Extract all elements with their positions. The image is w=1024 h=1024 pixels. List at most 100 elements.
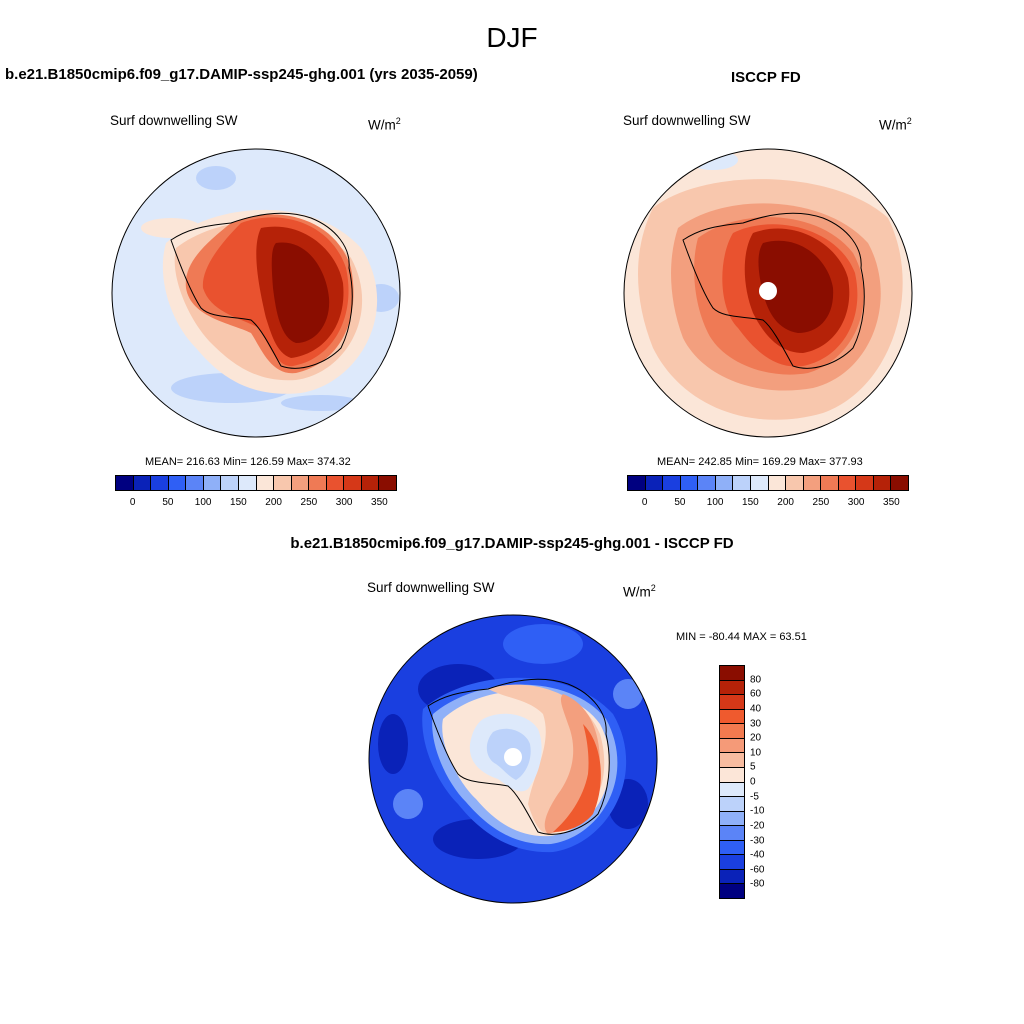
colorbar-swatch <box>116 476 134 490</box>
colorbar-swatch <box>891 476 908 490</box>
diff-units-label: W/m2 <box>623 583 656 600</box>
colorbar-swatch <box>720 680 744 696</box>
right-case-title: ISCCP FD <box>731 69 801 86</box>
colorbar-tick-label: 300 <box>335 497 353 508</box>
colorbar-tick-label: 250 <box>300 497 318 508</box>
left-variable-label: Surf downwelling SW <box>110 113 238 128</box>
colorbar-tick-label: 0 <box>129 497 136 508</box>
colorbar-tick-label: -20 <box>750 820 765 832</box>
colorbar-swatch <box>203 476 222 490</box>
colorbar-swatch <box>238 476 257 490</box>
colorbar-swatch <box>379 476 396 490</box>
left-polar-map <box>111 148 401 438</box>
colorbar-tick-label: 40 <box>750 703 762 715</box>
colorbar-swatch <box>133 476 152 490</box>
colorbar-tick-label: -10 <box>750 805 765 817</box>
colorbar-swatch <box>720 855 744 870</box>
colorbar-tick-label: 50 <box>674 497 686 508</box>
colorbar-tick-label: 80 <box>750 674 762 686</box>
colorbar-tick-label: 150 <box>742 497 759 508</box>
colorbar-swatch <box>326 476 345 490</box>
left-colorbar-ticks: 0 50 100 150 200 250 300 350 <box>115 497 397 511</box>
colorbar-swatch <box>720 753 744 768</box>
diff-polar-map <box>368 614 658 904</box>
diff-variable-label: Surf downwelling SW <box>367 580 495 595</box>
colorbar-tick-label: -40 <box>750 849 765 861</box>
colorbar-tick-label: 100 <box>194 497 212 508</box>
colorbar-swatch <box>663 476 681 490</box>
colorbar-tick-label: 60 <box>750 688 762 700</box>
colorbar-swatch <box>274 476 292 490</box>
left-case-title: b.e21.B1850cmip6.f09_g17.DAMIP-ssp245-gh… <box>5 66 478 83</box>
colorbar-swatch <box>720 709 744 725</box>
colorbar-swatch <box>720 826 744 841</box>
right-colorbar <box>627 475 909 491</box>
colorbar-tick-label: 350 <box>371 497 388 508</box>
colorbar-tick-label: -80 <box>750 878 765 890</box>
colorbar-swatch <box>309 476 327 490</box>
colorbar-tick-label: 250 <box>812 497 830 508</box>
left-colorbar <box>115 475 397 491</box>
colorbar-swatch <box>151 476 169 490</box>
colorbar-swatch <box>720 869 744 885</box>
colorbar-swatch <box>256 476 275 490</box>
colorbar-swatch <box>768 476 787 490</box>
colorbar-tick-label: 20 <box>750 732 762 744</box>
colorbar-tick-label: 200 <box>265 497 282 508</box>
colorbar-swatch <box>628 476 646 490</box>
colorbar-swatch <box>291 476 310 490</box>
colorbar-swatch <box>873 476 892 490</box>
right-units-label: W/m2 <box>879 116 912 133</box>
colorbar-tick-label: 150 <box>230 497 247 508</box>
season-title: DJF <box>486 22 538 53</box>
colorbar-swatch <box>720 811 744 827</box>
colorbar-tick-label: 0 <box>750 776 756 788</box>
right-stats: MEAN= 242.85 Min= 169.29 Max= 377.93 <box>657 456 863 468</box>
colorbar-swatch <box>733 476 751 490</box>
colorbar-swatch <box>680 476 699 490</box>
diff-stats: MIN = -80.44 MAX = 63.51 <box>676 631 807 643</box>
colorbar-tick-label: 300 <box>847 497 865 508</box>
left-stats: MEAN= 216.63 Min= 126.59 Max= 374.32 <box>145 456 351 468</box>
right-colorbar-ticks: 0 50 100 150 200 250 300 350 <box>627 497 909 511</box>
colorbar-swatch <box>750 476 769 490</box>
colorbar-swatch <box>856 476 874 490</box>
left-units-label: W/m2 <box>368 116 401 133</box>
colorbar-swatch <box>720 738 744 754</box>
colorbar-swatch <box>821 476 839 490</box>
colorbar-swatch <box>720 767 744 783</box>
colorbar-tick-label: 200 <box>777 497 794 508</box>
colorbar-swatch <box>786 476 804 490</box>
right-polar-map <box>623 148 913 438</box>
colorbar-swatch <box>186 476 204 490</box>
colorbar-tick-label: 10 <box>750 747 762 759</box>
colorbar-swatch <box>838 476 857 490</box>
colorbar-swatch <box>698 476 716 490</box>
colorbar-swatch <box>720 884 744 898</box>
colorbar-tick-label: 350 <box>883 497 900 508</box>
colorbar-tick-label: -30 <box>750 835 765 846</box>
colorbar-tick-label: -5 <box>750 791 759 803</box>
colorbar-swatch <box>720 797 744 812</box>
colorbar-tick-label: 0 <box>641 497 648 508</box>
colorbar-swatch <box>720 840 744 856</box>
colorbar-tick-label: 50 <box>162 497 174 508</box>
colorbar-swatch <box>168 476 187 490</box>
colorbar-swatch <box>720 666 744 681</box>
colorbar-swatch <box>645 476 664 490</box>
colorbar-swatch <box>344 476 362 490</box>
colorbar-swatch <box>221 476 239 490</box>
colorbar-swatch <box>720 695 744 710</box>
diff-colorbar-ticks: 80 60 40 30 20 10 5 0 -5 -10 -20 -30 -40 -60 -80 <box>750 665 790 899</box>
diff-colorbar <box>719 665 745 899</box>
diff-case-title: b.e21.B1850cmip6.f09_g17.DAMIP-ssp245-gh… <box>290 535 734 552</box>
right-variable-label: Surf downwelling SW <box>623 113 751 128</box>
colorbar-swatch <box>720 724 744 739</box>
colorbar-swatch <box>803 476 822 490</box>
colorbar-tick-label: 30 <box>750 718 762 729</box>
colorbar-tick-label: -60 <box>750 864 765 876</box>
colorbar-swatch <box>715 476 734 490</box>
colorbar-tick-label: 5 <box>750 761 756 773</box>
colorbar-tick-label: 100 <box>706 497 724 508</box>
colorbar-swatch <box>361 476 380 490</box>
